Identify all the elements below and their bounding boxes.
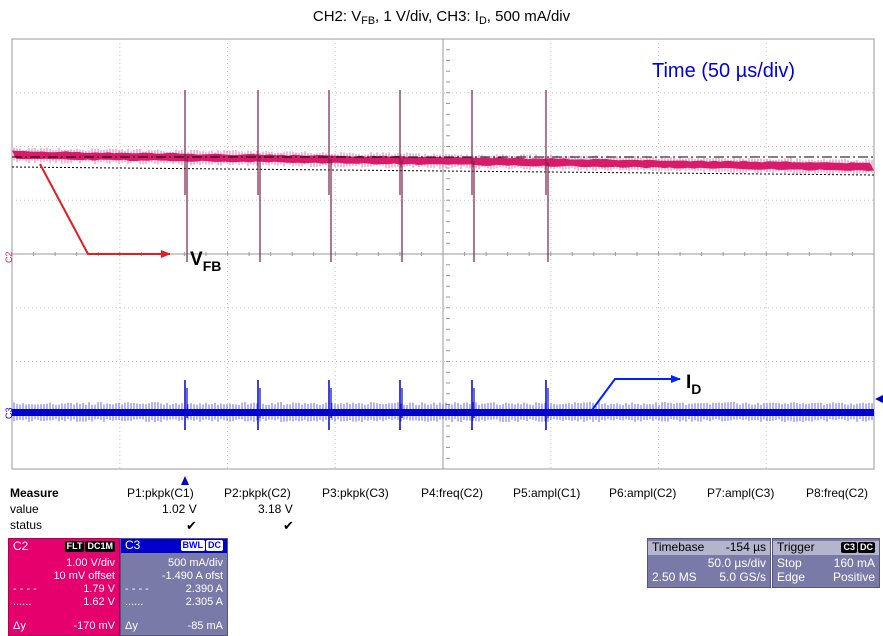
c2-flt-tag: FLT xyxy=(65,541,85,552)
oscilloscope-grid: Time (50 µs/div) C2 C3 VFB ID xyxy=(0,34,883,486)
trigger-level: 160 mA xyxy=(834,557,875,570)
trigger-coupling-tag: DC xyxy=(858,542,875,553)
param-p1-status-icon: ✔ xyxy=(186,518,197,534)
c3-bwl-tag: BWL xyxy=(181,540,206,551)
status-row-label: status xyxy=(10,518,42,532)
value-row-label: value xyxy=(10,502,39,516)
param-p3[interactable]: P3:pkpk(C3) xyxy=(322,486,389,500)
c3-dy-label: Δy xyxy=(125,620,138,633)
time-label: Time (50 µs/div) xyxy=(652,60,795,82)
timebase-samples: 2.50 MS xyxy=(652,571,697,584)
param-p2-value: 3.18 V xyxy=(258,502,293,516)
c2-cursor2-icon: ...... xyxy=(13,596,31,609)
c3-cursor1-value: 2.390 A xyxy=(186,583,223,596)
timebase-label: Timebase xyxy=(652,541,704,554)
timebase-header: Timebase -154 µs xyxy=(648,541,770,555)
c2-header: C2 FLT DC1M xyxy=(9,540,119,553)
c2-coupling-tag: DC1M xyxy=(85,541,115,552)
c3-cursor1-icon: - - - - xyxy=(125,583,149,596)
c3-cursor2-value: 2.305 A xyxy=(186,596,223,609)
c2-offset: 10 mV offset xyxy=(53,570,115,583)
timebase-delay: -154 µs xyxy=(726,541,766,554)
caption-sub-d: D xyxy=(479,15,487,27)
trigger-header: Trigger C3 DC xyxy=(773,541,879,555)
trigger-position-marker xyxy=(181,476,189,485)
c2-cursor1-icon: - - - - xyxy=(13,583,37,596)
param-p8[interactable]: P8:freq(C2) xyxy=(806,486,868,500)
c2-cursor1-value: 1.79 V xyxy=(83,583,115,596)
measure-value-row: value 1.02 V 3.18 V xyxy=(0,502,883,518)
c2-channel-box[interactable]: C2 FLT DC1M 1.00 V/div 10 mV offset - - -… xyxy=(8,538,120,636)
timebase-tdiv: 50.0 µs/div xyxy=(708,557,766,570)
trigger-type: Edge xyxy=(777,571,805,584)
param-p5[interactable]: P5:ampl(C1) xyxy=(513,486,580,500)
measure-header-row: Measure P1:pkpk(C1) P2:pkpk(C2) P3:pkpk(… xyxy=(0,486,883,502)
trigger-mode: Stop xyxy=(777,557,802,570)
param-p2-status-icon: ✔ xyxy=(283,518,294,534)
trigger-box[interactable]: Trigger C3 DC Stop 160 mA Edge Positive xyxy=(772,538,880,588)
timebase-rate: 5.0 GS/s xyxy=(719,571,766,584)
param-p4[interactable]: P4:freq(C2) xyxy=(421,486,483,500)
caption-sub-fb: FB xyxy=(361,15,375,27)
measure-title: Measure xyxy=(10,486,59,500)
c2-dy-value: -170 mV xyxy=(73,620,115,633)
c3-channel-box[interactable]: C3 BWL DC 500 mA/div -1.490 A ofst - - - … xyxy=(120,538,228,636)
c3-dy-value: -85 mA xyxy=(188,620,223,633)
c2-marker: C2 xyxy=(4,251,14,263)
c3-marker: C3 xyxy=(4,407,14,419)
c2-dy-label: Δy xyxy=(13,620,26,633)
caption-part-5: , 500 mA/div xyxy=(487,8,570,25)
param-p1[interactable]: P1:pkpk(C1) xyxy=(127,486,194,500)
figure-caption: CH2: VFB, 1 V/div, CH3: ID, 500 mA/div xyxy=(0,8,883,27)
c3-coupling-tag: DC xyxy=(206,540,223,551)
c2-box-label: C2 xyxy=(13,540,28,553)
c3-header: C3 BWL DC xyxy=(121,539,227,553)
param-p6[interactable]: P6:ampl(C2) xyxy=(609,486,676,500)
measure-status-row: status ✔ ✔ xyxy=(0,518,883,534)
trigger-label: Trigger xyxy=(777,541,815,554)
c2-cursor2-value: 1.62 V xyxy=(83,596,115,609)
param-p7[interactable]: P7:ampl(C3) xyxy=(707,486,774,500)
trigger-slope: Positive xyxy=(833,571,875,584)
c3-vdiv: 500 mA/div xyxy=(168,557,223,570)
c2-vdiv: 1.00 V/div xyxy=(66,557,115,570)
c3-offset: -1.490 A ofst xyxy=(162,570,223,583)
c3-box-label: C3 xyxy=(125,539,140,552)
trigger-source-tag: C3 xyxy=(841,542,857,553)
param-p1-value: 1.02 V xyxy=(162,502,197,516)
c3-right-marker xyxy=(875,395,883,403)
c3-cursor2-icon: ...... xyxy=(125,596,143,609)
caption-part-3: , 1 V/div, CH3: I xyxy=(375,8,479,25)
caption-part-1: CH2: V xyxy=(313,8,361,25)
timebase-box[interactable]: Timebase -154 µs 50.0 µs/div 2.50 MS 5.0 … xyxy=(647,538,771,588)
param-p2[interactable]: P2:pkpk(C2) xyxy=(224,486,291,500)
